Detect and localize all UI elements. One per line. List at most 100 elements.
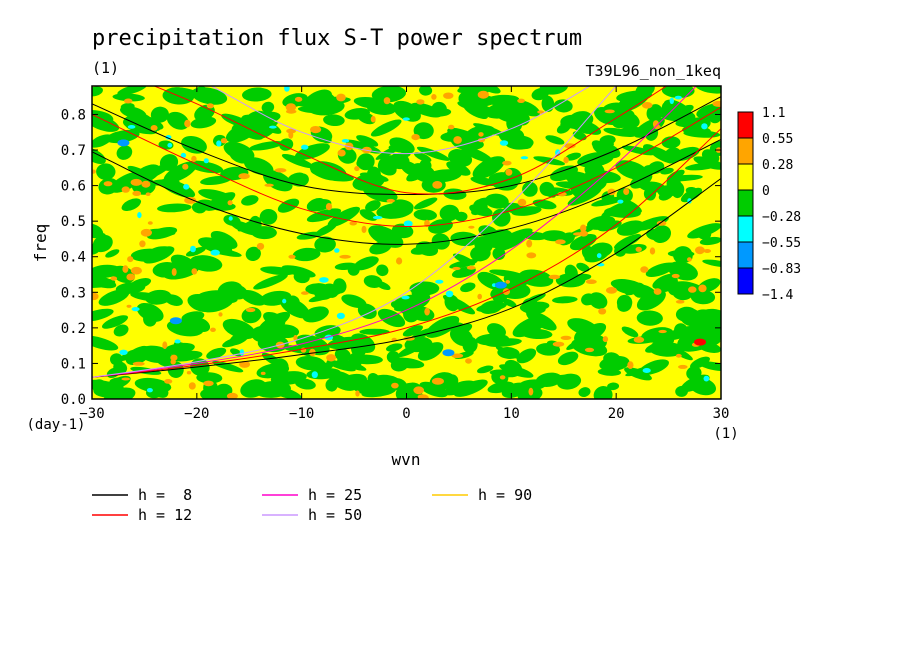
field-cell-green (292, 247, 321, 262)
legend-label: h = 90 (478, 486, 532, 504)
field-cell-green (241, 195, 259, 206)
field-cell-cyan (642, 368, 651, 373)
field-cell-orange (127, 256, 134, 263)
field-cell-orange (256, 242, 265, 250)
field-cell-green (120, 102, 135, 111)
field-cell-green (198, 237, 233, 254)
field-cell-green (306, 198, 332, 212)
field-cell-green (545, 135, 565, 145)
field-cell-cyan (183, 184, 190, 190)
field-cell-green (326, 360, 356, 372)
colorbar-swatch (737, 111, 754, 139)
field-cell-orange (537, 110, 545, 114)
field-cell-green (92, 234, 113, 253)
field-cell-green (166, 111, 189, 130)
field-cell-cyan (119, 349, 128, 355)
field-cell-orange (206, 103, 214, 109)
field-cell-green (206, 347, 227, 360)
field-cell-green (522, 181, 538, 197)
field-cell-cyan (239, 349, 245, 356)
field-cell-green (663, 147, 682, 164)
field-cell-green (419, 381, 449, 398)
field-cell-green (519, 302, 546, 314)
field-cell-green (607, 382, 620, 391)
field-cell-cyan (284, 86, 290, 92)
field-cell-green (92, 335, 119, 351)
field-cell-orange (564, 143, 576, 149)
field-cell-green (279, 138, 294, 151)
field-cell-orange (448, 124, 455, 130)
field-cell-green (314, 223, 337, 237)
field-cell-orange (598, 308, 607, 315)
field-cell-green (390, 357, 425, 369)
field-cell-cyan (703, 375, 710, 382)
field-cell-green (92, 147, 106, 165)
field-cell-orange (139, 240, 146, 248)
y-tick-label: 0.7 (61, 143, 86, 159)
y-tick-label: 0.6 (61, 179, 86, 195)
field-cell-green (108, 390, 123, 399)
field-cell-cyan (372, 215, 383, 220)
colorbar-label: −0.83 (762, 262, 801, 277)
field-cell-cyan (167, 142, 173, 148)
field-cell-orange (465, 358, 472, 364)
field-cell-cyan (402, 117, 410, 121)
colorbar-label: −1.4 (762, 288, 793, 303)
field-cell-green (424, 169, 462, 183)
field-cell-green (376, 264, 389, 277)
field-cell-orange (712, 100, 721, 107)
field-cell-orange (573, 232, 585, 236)
field-cell-green (410, 246, 431, 255)
y-axis-label: freq (31, 224, 50, 263)
field-cell-orange (698, 284, 707, 293)
field-cell-green (237, 217, 263, 232)
field-cell-green (241, 307, 262, 324)
field-cell-cyan (319, 277, 329, 283)
field-cell-green (359, 328, 390, 335)
field-cell-green (702, 259, 721, 268)
field-cell-green (341, 294, 367, 309)
y-tick-label: 0.2 (61, 321, 86, 337)
field-cell-orange (171, 268, 177, 276)
field-cell-green (295, 378, 316, 390)
field-cell-green (367, 373, 381, 387)
field-cell-green (356, 135, 379, 147)
field-cell-green (223, 214, 241, 227)
field-cell-green (181, 311, 205, 323)
x-tick-label: −10 (289, 406, 314, 422)
field-cell-green (121, 198, 142, 212)
field-cell-green (243, 111, 281, 126)
field-cell-green (602, 139, 614, 147)
field-cell-cyan (127, 125, 136, 129)
field-cell-orange (326, 354, 336, 362)
field-cell-green (145, 289, 172, 305)
field-cell-green (139, 345, 172, 363)
field-cell-green (150, 106, 169, 123)
field-cell-green (119, 349, 138, 362)
field-cell-green (386, 343, 403, 352)
field-cell-orange (162, 341, 168, 350)
field-cell-green (370, 119, 402, 137)
field-cell-orange (526, 252, 537, 259)
field-cell-green (194, 104, 215, 122)
field-cell-green (388, 144, 413, 153)
field-cell-green (390, 301, 404, 309)
field-cell-green (110, 353, 123, 366)
field-cell-green (92, 274, 117, 289)
field-cell-green (330, 334, 346, 343)
field-cell-orange (432, 181, 443, 189)
field-cell-cyan (228, 216, 233, 221)
field-cell-orange (121, 377, 131, 381)
field-cell-green (366, 100, 397, 115)
field-cell-orange (552, 341, 565, 347)
field-cell-green (187, 320, 208, 331)
field-cell-cyan (617, 199, 624, 204)
field-cell-green (619, 126, 647, 135)
field-cell-green (157, 203, 192, 213)
field-cell-orange (555, 239, 566, 245)
field-cell-orange (416, 99, 425, 105)
field-cell-green (597, 220, 622, 232)
field-cell-green (402, 325, 423, 337)
field-cell-green (92, 134, 113, 148)
field-cell-green (92, 86, 103, 97)
